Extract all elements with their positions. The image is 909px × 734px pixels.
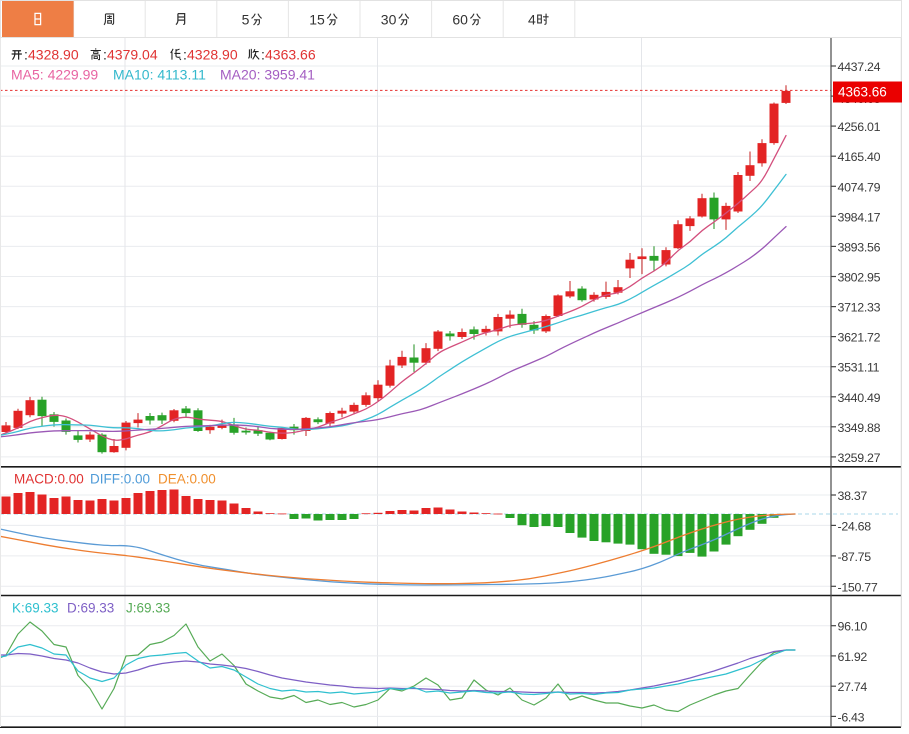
svg-text:3712.33: 3712.33 <box>838 301 881 315</box>
svg-text:3621.72: 3621.72 <box>838 331 881 345</box>
svg-text:3440.49: 3440.49 <box>838 391 881 405</box>
svg-text:D:69.33: D:69.33 <box>67 601 114 616</box>
svg-text:K:69.33: K:69.33 <box>12 601 59 616</box>
svg-text:4328.90: 4328.90 <box>187 46 238 62</box>
svg-text:4437.24: 4437.24 <box>838 60 881 74</box>
svg-text:MA5: 4229.99: MA5: 4229.99 <box>11 67 98 83</box>
svg-text:30: 30 <box>381 12 397 28</box>
svg-text:96.10: 96.10 <box>838 620 868 634</box>
svg-text:-6.43: -6.43 <box>838 710 865 724</box>
svg-text:-87.75: -87.75 <box>838 550 872 564</box>
svg-text:-24.68: -24.68 <box>838 519 872 533</box>
svg-text:3984.17: 3984.17 <box>838 210 881 224</box>
svg-text::: : <box>24 46 28 62</box>
svg-text::: : <box>103 46 107 62</box>
svg-text::: : <box>183 46 187 62</box>
svg-text::: : <box>261 46 265 62</box>
svg-text:38.37: 38.37 <box>838 489 868 503</box>
svg-text:-150.77: -150.77 <box>838 580 878 594</box>
svg-text:5: 5 <box>242 12 250 28</box>
svg-text:4: 4 <box>528 12 536 28</box>
svg-text:3531.11: 3531.11 <box>838 361 880 375</box>
svg-text:J:69.33: J:69.33 <box>126 601 170 616</box>
svg-text:DEA:0.00: DEA:0.00 <box>158 472 216 487</box>
svg-text:3349.88: 3349.88 <box>838 421 881 435</box>
svg-text:15: 15 <box>309 12 325 28</box>
svg-text:61.92: 61.92 <box>838 650 868 664</box>
svg-text:27.74: 27.74 <box>838 680 868 694</box>
svg-text:4363.66: 4363.66 <box>265 46 316 62</box>
svg-text:3259.27: 3259.27 <box>838 451 881 465</box>
svg-text:4328.90: 4328.90 <box>28 46 79 62</box>
svg-text:4379.04: 4379.04 <box>107 46 158 62</box>
svg-text:3893.56: 3893.56 <box>838 240 881 254</box>
svg-text:4363.66: 4363.66 <box>838 85 887 100</box>
svg-text:4256.01: 4256.01 <box>838 120 881 134</box>
svg-text:3802.95: 3802.95 <box>838 271 881 285</box>
svg-text:4165.40: 4165.40 <box>838 150 881 164</box>
svg-text:60: 60 <box>452 12 468 28</box>
svg-text:4074.79: 4074.79 <box>838 180 881 194</box>
svg-text:MA20: 3959.41: MA20: 3959.41 <box>220 67 315 83</box>
svg-text:MA10: 4113.11: MA10: 4113.11 <box>113 67 206 83</box>
svg-text:DIFF:0.00: DIFF:0.00 <box>90 472 150 487</box>
svg-text:MACD:0.00: MACD:0.00 <box>14 472 84 487</box>
